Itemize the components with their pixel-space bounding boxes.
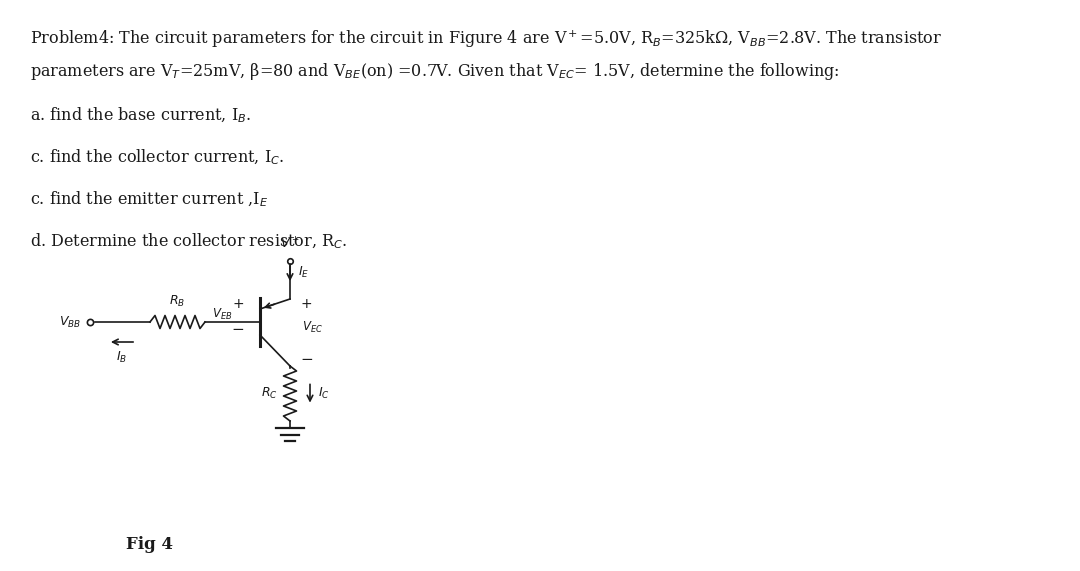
Text: c. find the emitter current ,I$_E$: c. find the emitter current ,I$_E$ <box>30 190 268 210</box>
Text: parameters are V$_T$=25mV, β=80 and V$_{BE}$(on) =0.7V. Given that V$_{EC}$= 1.5: parameters are V$_T$=25mV, β=80 and V$_{… <box>30 61 839 82</box>
Text: $V_{EB}$: $V_{EB}$ <box>212 307 232 321</box>
Text: −: − <box>300 352 313 368</box>
Text: $I_C$: $I_C$ <box>318 386 329 401</box>
Text: $R_C$: $R_C$ <box>261 386 278 401</box>
Text: +: + <box>300 297 312 311</box>
Text: $V^+$: $V^+$ <box>280 237 300 252</box>
Text: c. find the collector current, I$_C$.: c. find the collector current, I$_C$. <box>30 148 284 167</box>
Text: $R_B$: $R_B$ <box>170 294 186 309</box>
Text: a. find the base current, I$_B$.: a. find the base current, I$_B$. <box>30 106 252 126</box>
Text: $V_{BB}$: $V_{BB}$ <box>59 315 81 329</box>
Text: −: − <box>231 321 244 336</box>
Text: Problem4: The circuit parameters for the circuit in Figure 4 are V$^+$=5.0V, R$_: Problem4: The circuit parameters for the… <box>30 29 942 50</box>
Text: $I_B$: $I_B$ <box>117 350 127 365</box>
Text: +: + <box>232 297 244 311</box>
Text: Fig 4: Fig 4 <box>126 536 174 553</box>
Text: d. Determine the collector resistor, R$_C$.: d. Determine the collector resistor, R$_… <box>30 232 348 251</box>
Text: $I_E$: $I_E$ <box>298 265 309 280</box>
Text: $V_{EC}$: $V_{EC}$ <box>302 320 323 335</box>
